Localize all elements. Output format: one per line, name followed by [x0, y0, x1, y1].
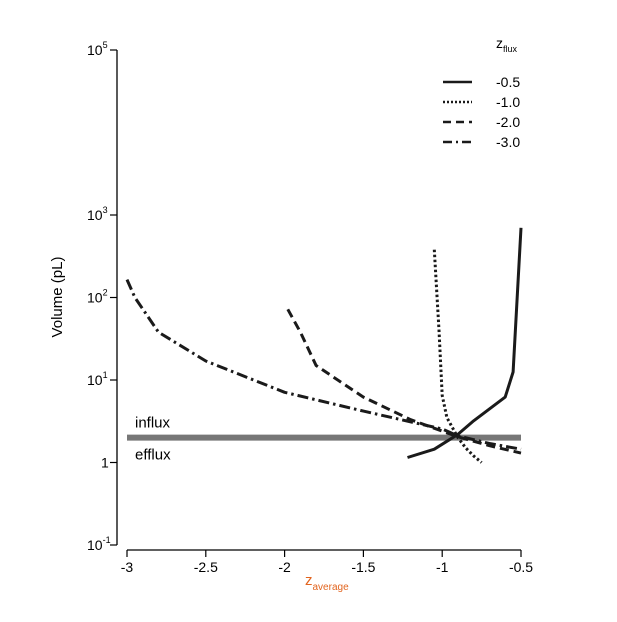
y-tick-label: 103	[87, 205, 108, 223]
x-axis-title: zaverage	[305, 572, 349, 593]
legend-title: zflux	[496, 35, 518, 54]
y-tick-label: 102	[87, 288, 108, 306]
x-tick-label: -3	[121, 559, 134, 575]
x-tick-label: -2	[278, 559, 291, 575]
legend-label: -3.0	[496, 134, 520, 150]
legend-entries: -0.5 -1.0 -2.0 -3.0	[443, 74, 520, 150]
series-line-dashed	[286, 308, 522, 455]
series-line-dotted	[432, 249, 483, 464]
x-tick-label: -2.5	[194, 559, 218, 575]
legend-label: -1.0	[496, 94, 520, 110]
legend-label: -0.5	[496, 74, 520, 90]
x-tick-label: -1.5	[351, 559, 375, 575]
x-tick-label: -0.5	[509, 559, 533, 575]
y-axis-title: Volume (pL)	[49, 257, 66, 338]
x-axis-title-main: z	[305, 572, 313, 589]
y-tick-label: 1	[101, 455, 109, 471]
legend-title-main: z	[496, 35, 503, 51]
efflux-label: efflux	[135, 447, 171, 464]
y-tick-label: 105	[87, 40, 108, 58]
legend-label: -2.0	[496, 114, 520, 130]
y-tick-label: 101	[87, 370, 108, 388]
series-group	[125, 227, 523, 464]
y-ticks: 10-1 1 101 102 103 105	[87, 40, 117, 553]
legend-title-sub: flux	[503, 44, 518, 54]
x-axis-title-sub: average	[313, 582, 350, 593]
y-tick-label: 10-1	[87, 535, 111, 553]
x-ticks: -3 -2.5 -2 -1.5 -1 -0.5	[121, 550, 533, 575]
x-tick-label: -1	[436, 559, 449, 575]
series-line-solid	[407, 227, 523, 459]
influx-label: influx	[135, 415, 171, 432]
series-line-dashdot	[125, 278, 522, 451]
legend: zflux -0.5 -1.0 -2.0 -3.0	[443, 35, 520, 150]
